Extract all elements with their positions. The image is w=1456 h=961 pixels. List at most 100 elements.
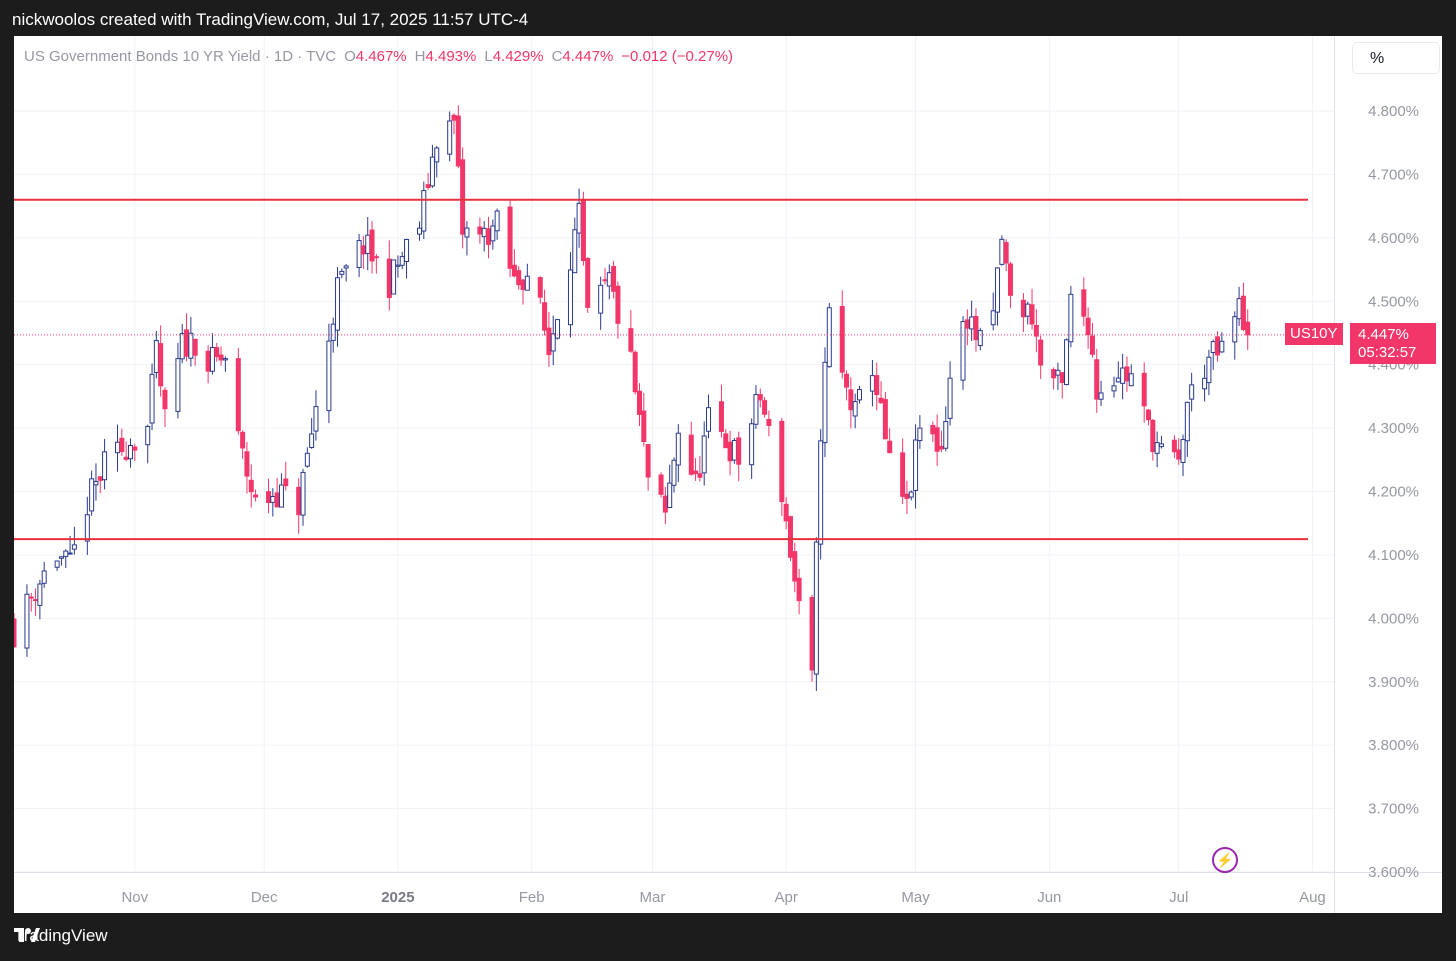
candle-down	[28, 596, 34, 599]
time-axis-label: Jun	[1037, 889, 1061, 906]
candle-up	[93, 480, 99, 486]
candle-up	[464, 227, 470, 238]
symbol-price-tag: US10Y	[1285, 323, 1343, 345]
candle-up	[908, 491, 914, 498]
candle-down	[1051, 369, 1057, 379]
candle-down	[486, 228, 492, 245]
candle-down	[253, 494, 259, 498]
candle-up	[749, 423, 755, 466]
candle-down	[973, 315, 979, 341]
candle-up	[1189, 384, 1195, 400]
candle-up	[576, 202, 582, 234]
chart-panel[interactable]: 3.600% 3.700% 3.800% 3.900% 4.000% 4.100% 4.20…	[14, 36, 1442, 913]
time-axis-label: 2025	[381, 889, 414, 906]
candle-up	[356, 240, 362, 269]
candle-down	[718, 401, 724, 432]
candle-up	[343, 265, 349, 269]
candle-down	[1176, 449, 1182, 460]
candle-down	[520, 279, 526, 290]
candle-down	[1020, 299, 1026, 318]
candle-down	[1003, 242, 1009, 264]
candlestick-chart[interactable]: 3.600% 3.700% 3.800% 3.900% 4.000% 4.100% 4.20…	[14, 36, 1442, 913]
candle-up	[67, 552, 73, 555]
candle-down	[930, 424, 936, 435]
candle-down	[1141, 372, 1147, 407]
candle-down	[636, 390, 642, 415]
candle-up	[675, 432, 681, 466]
candle-up	[550, 333, 556, 352]
percent-scale-button[interactable]: %	[1352, 42, 1440, 74]
candle-down	[839, 305, 845, 373]
candle-up	[1120, 367, 1126, 384]
price-axis-label: 4.500%	[1368, 293, 1419, 310]
candle-up	[481, 227, 487, 238]
candle-up	[63, 550, 69, 557]
candle-up	[115, 441, 121, 454]
candle-down	[964, 319, 970, 329]
candle-down	[97, 476, 103, 481]
candle-up	[913, 439, 919, 491]
candle-up	[667, 482, 673, 509]
candle-up	[701, 435, 707, 474]
candle-up	[188, 332, 194, 359]
legend-low-value: 4.429%	[492, 48, 544, 65]
footer-brand: TradingView	[14, 926, 108, 946]
candle-down	[1029, 304, 1035, 325]
last-price-value: 4.447%	[1358, 326, 1409, 343]
candle-down	[844, 373, 850, 388]
candle-up	[494, 210, 500, 232]
candle-up	[1154, 442, 1160, 454]
candle-down	[934, 427, 940, 452]
lightning-icon[interactable]: ⚡	[1212, 847, 1238, 873]
candle-down	[451, 114, 457, 121]
candle-down	[762, 400, 768, 415]
candle-up	[977, 330, 983, 347]
candle-down	[611, 266, 617, 292]
candle-up	[671, 459, 677, 486]
time-axis-label: Feb	[519, 889, 545, 906]
time-axis-label: Dec	[251, 889, 278, 906]
candle-up	[1068, 293, 1074, 343]
candle-down	[542, 302, 548, 331]
candle-up	[999, 238, 1005, 265]
candle-up	[1206, 356, 1212, 384]
candle-down	[585, 258, 591, 308]
candle-down	[511, 264, 517, 277]
time-axis-label: Jul	[1169, 889, 1188, 906]
candle-down	[240, 431, 246, 449]
candle-up	[990, 310, 996, 326]
candle-down	[14, 618, 17, 648]
candle-down	[882, 399, 888, 440]
candle-up	[404, 238, 410, 262]
candle-up	[947, 377, 953, 419]
candle-down	[266, 491, 272, 504]
candle-up	[869, 375, 875, 392]
price-axis-label: 3.800%	[1368, 737, 1419, 754]
candle-up	[434, 147, 440, 163]
candle-up	[706, 407, 712, 432]
candle-down	[938, 445, 944, 450]
candle-down	[33, 599, 39, 602]
candle-up	[567, 269, 573, 326]
candle-down	[904, 493, 910, 499]
candle-up	[270, 495, 276, 503]
candle-down	[1085, 317, 1091, 336]
candle-up	[1184, 401, 1190, 442]
candle-down	[723, 433, 729, 449]
symbol-legend: US Government Bonds 10 YR Yield · 1D · T…	[24, 48, 733, 65]
candle-up	[731, 440, 737, 461]
candle-down	[516, 270, 522, 286]
price-axis-label: 4.100%	[1368, 547, 1419, 564]
candle-down	[632, 351, 638, 393]
price-axis-label: 4.200%	[1368, 484, 1419, 501]
candle-up	[1098, 392, 1104, 400]
candle-up	[818, 440, 824, 545]
candle-up	[24, 593, 30, 649]
candle-down	[580, 198, 586, 261]
candle-down	[1240, 295, 1246, 330]
candle-up	[1115, 377, 1121, 383]
candle-down	[900, 452, 906, 497]
candle-up	[179, 333, 185, 360]
candle-down	[248, 479, 254, 493]
candle-down	[507, 206, 513, 269]
